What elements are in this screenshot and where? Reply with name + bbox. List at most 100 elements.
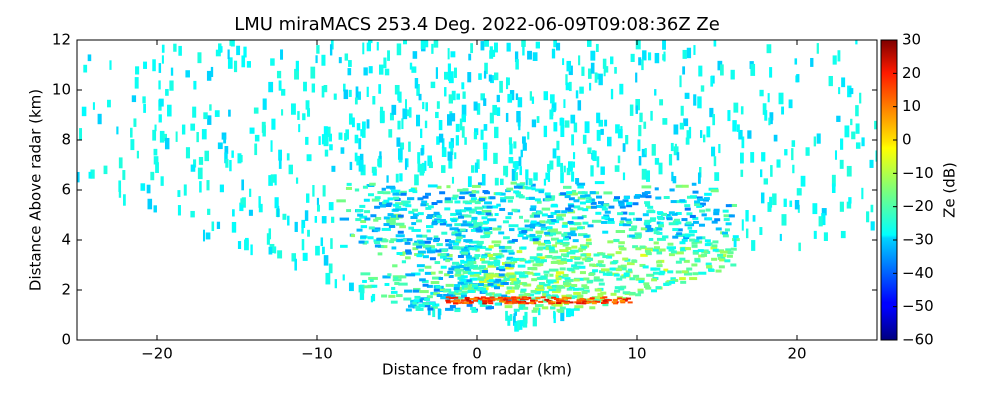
radar-echo [412,242,419,246]
radar-echo [577,207,584,211]
radar-echo [427,205,434,209]
radar-echo [358,159,364,172]
radar-echo [449,300,455,303]
radar-echo [453,292,464,296]
radar-echo [593,253,600,257]
radar-echo [414,77,419,89]
radar-echo [555,271,565,275]
radar-echo [231,150,234,158]
radar-echo [772,193,777,206]
radar-echo [374,241,381,245]
radar-echo [400,275,407,279]
radar-echo [159,130,165,143]
radar-echo [412,289,420,293]
radar-echo [548,302,554,305]
radar-echo [626,204,633,208]
radar-echo [367,193,374,197]
radar-echo [627,301,633,304]
radar-echo [445,243,453,247]
radar-echo [831,174,836,187]
radar-echo [280,49,284,60]
radar-echo [232,209,235,217]
radar-echo [480,296,486,299]
radar-echo [585,238,592,242]
radar-echo [523,297,529,300]
radar-echo [614,289,621,293]
radar-echo [488,256,498,260]
radar-echo [513,313,516,323]
radar-echo [604,66,609,73]
radar-echo [383,216,390,220]
radar-echo [488,74,492,82]
radar-echo [414,295,421,299]
radar-echo [635,99,641,111]
radar-echo [418,268,425,272]
radar-echo [544,197,551,201]
radar-echo [433,211,440,215]
radar-echo [468,301,474,304]
radar-echo [178,45,182,56]
radar-echo [376,237,383,241]
radar-echo [656,221,662,225]
radar-echo [560,309,565,322]
radar-echo [834,150,837,160]
radar-echo [417,240,424,244]
radar-echo [192,106,197,118]
radar-echo [527,271,534,275]
radar-echo [622,199,629,203]
radar-echo [563,185,572,189]
radar-echo [538,307,541,316]
radar-echo [219,184,224,193]
radar-echo [623,273,630,277]
radar-echo [776,159,781,168]
radar-echo [603,214,610,218]
radar-echo [557,261,564,265]
radar-echo [650,217,657,221]
radar-echo [651,278,658,282]
radar-echo [464,137,467,145]
radar-echo [387,213,394,217]
radar-echo [552,244,557,248]
radar-echo [382,275,391,279]
radar-echo [769,112,774,121]
radar-echo [686,267,693,271]
radar-echo [312,185,315,197]
radar-echo [578,287,585,291]
radar-echo [579,201,586,205]
radar-echo [323,255,329,266]
radar-echo [600,166,605,175]
radar-echo [531,187,536,191]
radar-echo [556,213,566,217]
radar-echo [420,128,423,139]
radar-echo [461,284,468,288]
radar-echo [430,271,436,275]
radar-echo [307,108,311,117]
radar-echo [440,265,447,269]
radar-echo [674,218,681,222]
radar-echo [302,113,306,121]
radar-echo [218,46,223,53]
radar-echo [460,282,468,286]
radar-echo [516,183,525,187]
radar-echo [382,191,391,195]
radar-echo [736,124,740,132]
radar-echo [711,220,718,224]
radar-echo [663,196,670,200]
radar-echo [416,245,423,249]
radar-echo [455,123,460,132]
radar-echo [649,228,658,232]
radar-echo [508,224,519,228]
radar-echo [523,219,530,223]
radar-echo [444,273,450,277]
radar-echo [395,234,405,238]
radar-echo [681,238,688,242]
radar-echo [507,297,513,300]
radar-echo [413,299,420,303]
radar-echo [494,302,501,306]
radar-echo [225,158,229,168]
radar-echo [566,267,573,271]
radar-echo [556,42,561,51]
radar-echo [468,53,472,61]
radar-echo [478,301,485,305]
radar-echo [570,249,579,253]
